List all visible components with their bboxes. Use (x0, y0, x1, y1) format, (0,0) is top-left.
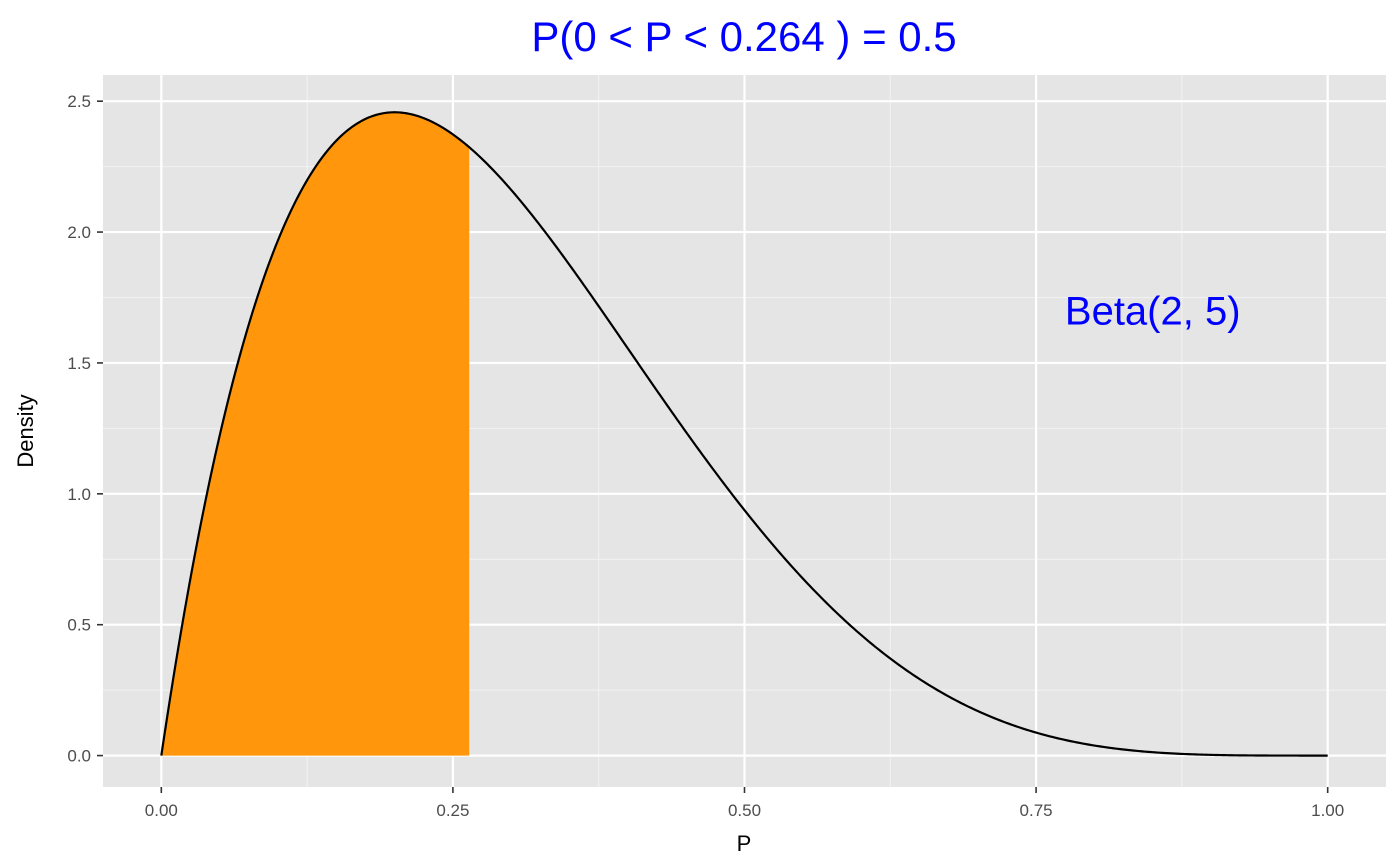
y-tick-label: 2.0 (67, 223, 91, 242)
y-tick-label: 2.5 (67, 92, 91, 111)
x-tick-label: 0.50 (728, 801, 761, 820)
x-tick-labels: 0.00 0.25 0.50 0.75 1.00 (145, 801, 1344, 820)
distribution-annotation: Beta(2, 5) (1065, 290, 1241, 334)
shaded-area (161, 112, 470, 756)
y-tick-labels: 0.0 0.5 1.0 1.5 2.0 2.5 (67, 92, 91, 765)
y-tick-label: 0.0 (67, 747, 91, 766)
x-tick-label: 0.75 (1020, 801, 1053, 820)
chart-title: P(0 < P < 0.264 ) = 0.5 (531, 13, 956, 60)
y-axis-title: Density (13, 394, 38, 467)
x-tick-label: 0.25 (436, 801, 469, 820)
x-axis-title: P (737, 831, 752, 856)
y-tick-label: 0.5 (67, 616, 91, 635)
y-tick-label: 1.0 (67, 485, 91, 504)
density-curve (160, 111, 1328, 757)
x-tick-label: 0.00 (145, 801, 178, 820)
y-tick-label: 1.5 (67, 354, 91, 373)
axis-ticks (97, 100, 1329, 793)
x-tick-label: 1.00 (1311, 801, 1344, 820)
